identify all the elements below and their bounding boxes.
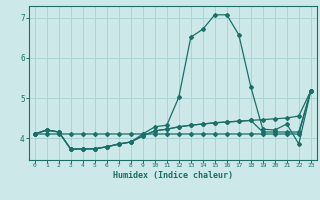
X-axis label: Humidex (Indice chaleur): Humidex (Indice chaleur) <box>113 171 233 180</box>
